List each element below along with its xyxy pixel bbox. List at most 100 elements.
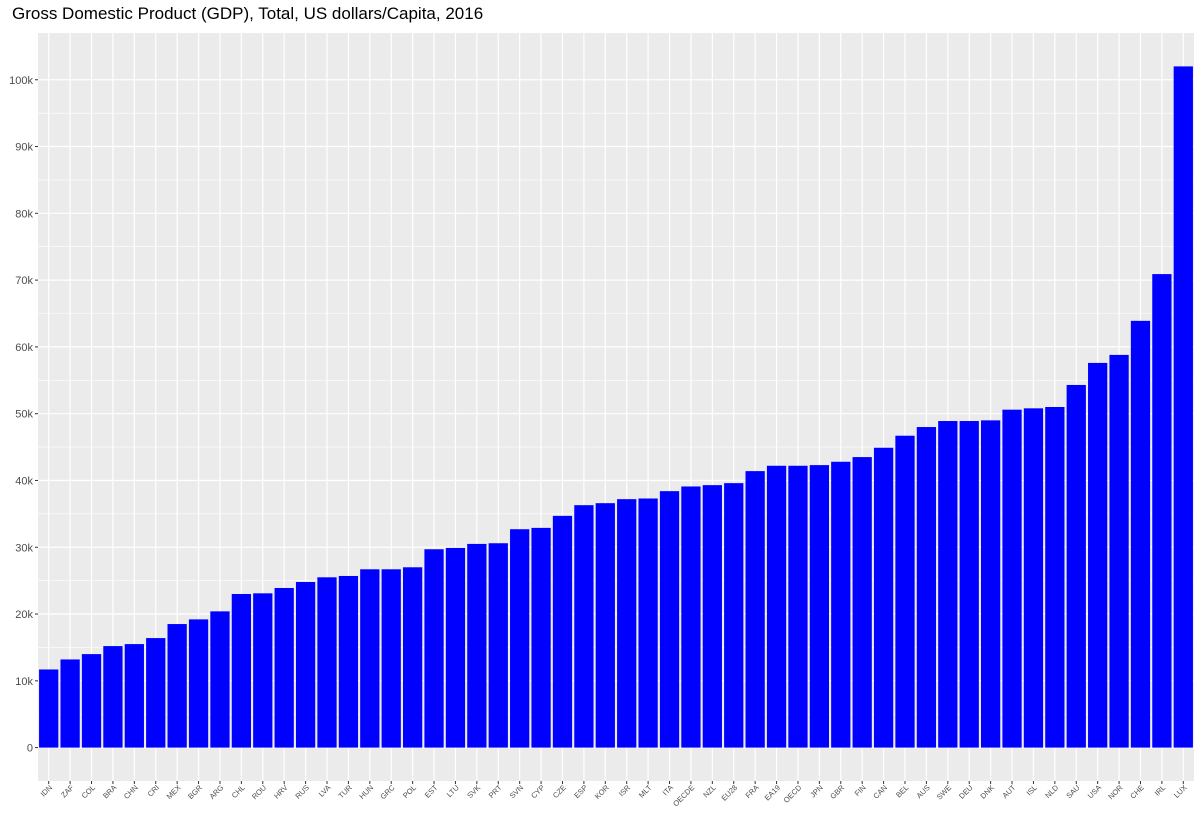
bar-esp <box>574 505 594 748</box>
y-tick-label: 70k <box>15 275 33 287</box>
bar-bel <box>895 435 915 748</box>
y-tick-label: 20k <box>15 609 33 621</box>
y-tick-label: 90k <box>15 142 33 154</box>
x-tick-label: RUS <box>293 783 311 801</box>
x-tick-label: NZL <box>701 783 717 799</box>
bar-ita <box>659 491 680 748</box>
bar-cze <box>552 515 573 748</box>
x-tick-label: CYP <box>529 783 546 800</box>
chart-title: Gross Domestic Product (GDP), Total, US … <box>12 4 484 23</box>
bar-pol <box>402 567 423 748</box>
bar-ltu <box>445 547 466 748</box>
x-tick-label: COL <box>80 783 97 800</box>
x-tick-label: HUN <box>357 783 375 801</box>
y-axis: 0 10k 20k 30k 40k 50k 60k 70k 80k 90k 100k <box>9 75 38 755</box>
x-tick-label: CHL <box>230 783 247 800</box>
x-tick-label: DEU <box>957 783 975 801</box>
bar-che <box>1130 320 1151 748</box>
x-tick-label: POL <box>401 783 418 800</box>
bar-hun <box>360 569 380 748</box>
bar-mlt <box>638 498 658 748</box>
bar-can <box>873 447 894 748</box>
x-tick-label: ITA <box>661 783 675 797</box>
x-tick-label: ISL <box>1025 783 1039 797</box>
x-tick-label: LTU <box>445 783 461 799</box>
x-tick-label: IDN <box>39 783 55 799</box>
x-tick-label: BEL <box>894 783 910 799</box>
bar-rou <box>253 593 273 748</box>
x-tick-label: TUR <box>337 783 355 801</box>
x-tick-label: EA19 <box>763 783 782 802</box>
bar-lux <box>1173 66 1193 748</box>
bar-usa <box>1088 362 1108 748</box>
bar-svn <box>510 529 530 748</box>
bar-chl <box>231 594 252 748</box>
x-tick-label: FRA <box>744 783 761 800</box>
bar-isr <box>617 499 637 748</box>
x-tick-label: LUX <box>1172 783 1189 800</box>
x-tick-label: DNK <box>978 783 996 801</box>
bar-aus <box>916 427 937 748</box>
x-tick-label: JPN <box>808 783 824 799</box>
bar-cri <box>146 638 166 748</box>
bar-oecde <box>681 486 701 748</box>
bar-nor <box>1109 354 1129 748</box>
bar-chn <box>124 644 144 748</box>
x-tick-label: NOR <box>1106 783 1125 802</box>
bar-fin <box>852 457 872 748</box>
bar-nld <box>1045 407 1065 748</box>
x-tick-label: SWE <box>935 783 953 801</box>
bar-ea19 <box>766 465 787 748</box>
x-tick-label: SVK <box>465 783 482 800</box>
bar-grc <box>381 569 401 748</box>
x-tick-label: CHE <box>1128 783 1146 801</box>
x-tick-label: ROU <box>250 783 268 801</box>
bar-mex <box>167 624 187 748</box>
bar-svk <box>467 543 487 748</box>
x-tick-label: HRV <box>272 783 289 800</box>
x-tick-label: MLT <box>637 783 654 800</box>
bar-dnk <box>980 420 1001 748</box>
y-tick-label: 30k <box>15 542 33 554</box>
bar-irl <box>1152 274 1172 748</box>
bar-rus <box>295 581 316 748</box>
x-tick-label: AUT <box>1000 783 1017 800</box>
x-tick-label: GBR <box>828 783 846 801</box>
x-tick-label: SAU <box>1064 783 1081 800</box>
x-tick-label: ISR <box>617 783 633 799</box>
x-tick-label: BGR <box>186 783 204 801</box>
x-tick-label: OECD <box>782 783 804 805</box>
x-tick-label: BRA <box>101 783 118 800</box>
y-tick-label: 10k <box>15 676 33 688</box>
x-tick-label: CHN <box>122 783 140 801</box>
x-axis: IDN ZAF COL BRA CHN CRI MEX BGR ARG CHL ROU HRV RUS L… <box>39 781 1189 808</box>
x-tick-label: CAN <box>871 783 889 801</box>
bar-deu <box>959 421 979 748</box>
bar-idn <box>39 669 59 748</box>
bar-isl <box>1023 408 1044 748</box>
bar-zaf <box>60 659 80 748</box>
bars <box>39 66 1193 748</box>
bar-bgr <box>188 619 209 748</box>
x-tick-label: ZAF <box>59 783 76 800</box>
x-tick-label: KOR <box>593 783 611 801</box>
x-tick-label: CZE <box>551 783 568 800</box>
bar-gbr <box>831 461 851 748</box>
x-tick-label: NLD <box>1043 783 1060 800</box>
bar-fra <box>745 471 765 748</box>
bar-kor <box>595 503 615 748</box>
bar-eu28 <box>724 483 744 748</box>
bar-hrv <box>274 587 294 748</box>
bar-oecd <box>788 465 808 748</box>
x-tick-label: MEX <box>165 783 183 801</box>
bar-swe <box>938 421 958 748</box>
y-tick-label: 80k <box>15 208 33 220</box>
bar-jpn <box>809 465 830 748</box>
x-tick-label: IRL <box>1153 783 1168 798</box>
bar-arg <box>210 611 230 748</box>
x-tick-label: PRT <box>487 783 504 800</box>
y-tick-label: 60k <box>15 342 33 354</box>
y-tick-label: 40k <box>15 475 33 487</box>
bar-prt <box>488 543 508 748</box>
